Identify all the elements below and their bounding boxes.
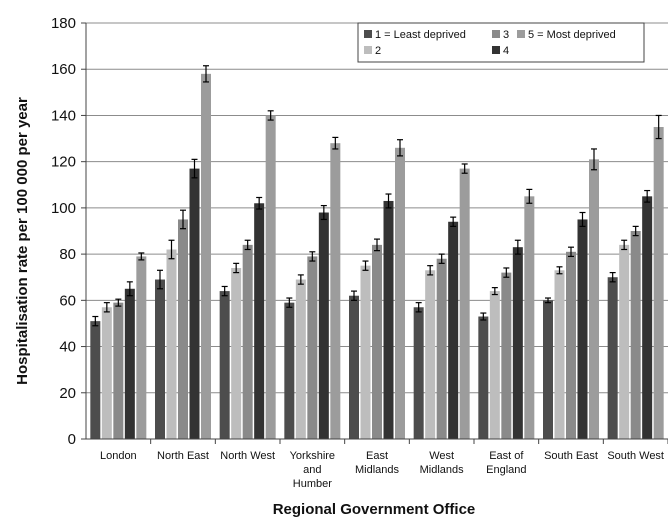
bar [155, 279, 165, 439]
legend-item: 1 = Least deprived [364, 29, 466, 41]
x-tick-label: West Midlands [420, 450, 465, 476]
bar [607, 277, 618, 439]
bar [619, 244, 630, 439]
bar [330, 143, 341, 439]
x-tick-label: South West [607, 450, 664, 462]
bar [425, 270, 436, 439]
legend-label-1: 1 = Least deprived [375, 29, 466, 41]
legend-swatch-5 [517, 30, 525, 38]
y-axis-ticks: 0 20 40 60 80 100 120 140 160 180 [51, 15, 86, 448]
bar [231, 267, 242, 439]
y-tick-label: 40 [59, 339, 76, 356]
bar [101, 307, 112, 439]
bar [501, 272, 512, 439]
x-tick-label: East of England [486, 450, 526, 476]
bar [284, 302, 295, 439]
legend-label-4: 4 [503, 45, 509, 57]
bar-series [90, 65, 664, 440]
bar [254, 203, 265, 439]
bar [459, 168, 470, 439]
bar [653, 127, 664, 439]
y-tick-label: 160 [51, 61, 76, 78]
x-tick-label: South East [544, 450, 598, 462]
bar [90, 321, 101, 439]
bar [512, 247, 523, 439]
legend-item: 5 = Most deprived [517, 29, 616, 41]
legend-swatch-2 [364, 46, 372, 54]
bar [489, 291, 500, 439]
x-tick-label: North East [157, 450, 209, 462]
bar [372, 244, 382, 439]
bar [242, 244, 253, 439]
y-tick-label: 0 [68, 431, 76, 448]
legend-swatch-1 [364, 30, 372, 38]
y-axis-title: Hospitalisation rate per 100 000 per yea… [14, 97, 31, 385]
legend-label-3: 3 [503, 29, 509, 41]
bar [383, 200, 394, 439]
x-axis-categories: London North East North West Yorkshire and Hu… [100, 439, 668, 490]
x-tick-label: London [100, 450, 137, 462]
bar [124, 288, 135, 439]
x-tick-label: East Midlands [355, 450, 400, 476]
y-tick-label: 120 [51, 154, 76, 171]
bar [448, 221, 459, 439]
bar [554, 270, 565, 439]
y-tick-label: 100 [51, 200, 76, 217]
y-tick-label: 80 [59, 246, 76, 263]
x-tick-label: Yorkshire and Humber [290, 450, 335, 490]
bar [265, 115, 276, 439]
bar [436, 258, 447, 439]
bar [307, 256, 318, 439]
bar [349, 295, 359, 439]
bar [630, 231, 641, 439]
bar [642, 196, 653, 439]
bar [318, 212, 329, 439]
legend: 1 = Least deprived 2 3 4 5 = Most depriv… [357, 22, 645, 63]
legend-swatch-3 [492, 30, 500, 38]
bar [219, 291, 230, 439]
y-tick-label: 20 [59, 385, 76, 402]
legend-item: 2 [364, 45, 381, 57]
legend-box [357, 22, 645, 63]
bar [543, 300, 553, 439]
y-tick-label: 140 [51, 107, 76, 124]
bar [189, 168, 200, 439]
y-tick-label: 60 [59, 292, 76, 309]
legend-swatch-4 [492, 46, 500, 54]
legend-label-5: 5 = Most deprived [528, 29, 616, 41]
bar [295, 279, 306, 439]
legend-item: 4 [492, 45, 509, 57]
legend-label-2: 2 [375, 45, 381, 57]
x-axis-title: Regional Government Office [273, 501, 476, 518]
bar [589, 159, 599, 439]
bar [566, 251, 576, 439]
bar [413, 307, 424, 439]
bar [395, 147, 405, 440]
bar [113, 302, 124, 439]
bar [478, 316, 489, 439]
y-tick-label: 180 [51, 15, 76, 32]
bar [524, 196, 535, 439]
x-tick-label: North West [220, 450, 275, 462]
bar [577, 219, 588, 439]
bar [360, 265, 371, 439]
bar [201, 73, 211, 439]
legend-item: 3 [492, 29, 509, 41]
bar [166, 249, 177, 439]
bar [136, 256, 147, 439]
bar [178, 219, 188, 439]
